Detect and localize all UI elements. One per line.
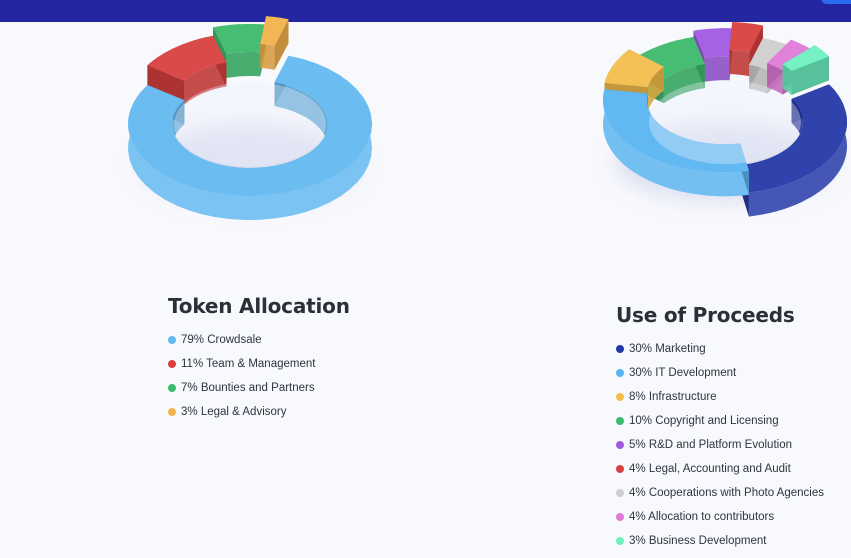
legend-dot: [616, 513, 624, 521]
segment-top-face: [782, 45, 829, 71]
legend-dot: [168, 360, 176, 368]
segment-end-face: [274, 19, 289, 70]
token-allocation-legend: 79% Crowdsale 11% Team & Management 7% B…: [168, 333, 315, 429]
legend-label: 4% Cooperations with Photo Agencies: [629, 487, 824, 499]
segment-top-face: [260, 16, 289, 46]
token-allocation-title: Token Allocation: [168, 294, 350, 318]
donut-segment: [260, 16, 289, 70]
segment-top-face: [767, 39, 815, 71]
segment-end-face: [791, 56, 829, 95]
donut-segment: [147, 35, 227, 105]
legend-dot: [616, 417, 624, 425]
legend-label: 79% Crowdsale: [181, 334, 262, 346]
legend-label: 30% Marketing: [629, 343, 706, 355]
segment-top-face: [604, 49, 664, 88]
header-corner-button[interactable]: [821, 0, 851, 4]
legend-item-rd-platform-evolution: 5% R&D and Platform Evolution: [616, 438, 824, 462]
donut-segment: [782, 45, 829, 95]
legend-label: 3% Legal & Advisory: [181, 406, 287, 418]
legend-label: 4% Allocation to contributors: [629, 511, 775, 523]
use-of-proceeds-legend: 30% Marketing 30% IT Development 8% Infr…: [616, 342, 824, 558]
legend-dot: [616, 393, 624, 401]
legend-item-photo-agencies: 4% Cooperations with Photo Agencies: [616, 486, 824, 510]
segment-end-face: [147, 65, 185, 105]
segment-top-face: [603, 89, 749, 173]
legend-label: 10% Copyright and Licensing: [629, 415, 779, 427]
legend-item-legal-advisory: 3% Legal & Advisory: [168, 405, 315, 429]
legend-item-infrastructure: 8% Infrastructure: [616, 390, 824, 414]
legend-dot: [168, 336, 176, 344]
legend-label: 8% Infrastructure: [629, 391, 717, 403]
legend-label: 5% R&D and Platform Evolution: [629, 439, 792, 451]
use-of-proceeds-donut-chart: [603, 22, 847, 217]
donut-hole: [174, 82, 326, 166]
legend-label: 11% Team & Management: [181, 358, 316, 370]
segment-outer-wall: [748, 84, 847, 217]
use-of-proceeds-title: Use of Proceeds: [616, 303, 795, 327]
token-allocation-donut-chart: [128, 16, 372, 221]
legend-dot: [168, 408, 176, 416]
legend-label: 4% Legal, Accounting and Audit: [629, 463, 791, 475]
legend-item-crowdsale: 79% Crowdsale: [168, 333, 315, 357]
segment-inner-wall: [226, 52, 261, 79]
legend-item-copyright-licensing: 10% Copyright and Licensing: [616, 414, 824, 438]
donut-segment: [603, 89, 749, 197]
legend-item-legal-accounting-audit: 4% Legal, Accounting and Audit: [616, 462, 824, 486]
legend-item-team-management: 11% Team & Management: [168, 357, 315, 381]
legend-item-allocation-contributors: 4% Allocation to contributors: [616, 510, 824, 534]
legend-dot: [616, 441, 624, 449]
segment-top-face: [749, 38, 791, 70]
segment-inner-wall: [184, 62, 227, 105]
top-navigation-bar: [0, 0, 851, 22]
segment-top-face: [740, 84, 847, 193]
legend-item-bounties-partners: 7% Bounties and Partners: [168, 381, 315, 405]
legend-dot: [168, 384, 176, 392]
legend-label: 3% Business Development: [629, 535, 767, 547]
legend-dot: [616, 345, 624, 353]
legend-item-marketing: 30% Marketing: [616, 342, 824, 366]
legend-dot: [616, 537, 624, 545]
legend-label: 30% IT Development: [629, 367, 737, 379]
legend-dot: [616, 369, 624, 377]
segment-inner-wall: [704, 56, 730, 82]
segment-inner-wall: [663, 64, 705, 104]
segment-outer-wall: [603, 89, 749, 197]
segment-top-face: [729, 22, 763, 53]
segment-top-face: [128, 55, 372, 197]
segment-inner-wall: [729, 50, 750, 77]
donut-hole: [649, 80, 801, 164]
donut-segment: [128, 55, 372, 221]
segment-top-face: [213, 24, 267, 55]
legend-item-business-development: 3% Business Development: [616, 534, 824, 558]
segment-top-face: [147, 35, 227, 81]
legend-item-it-development: 30% IT Development: [616, 366, 824, 390]
legend-dot: [616, 489, 624, 497]
legend-label: 7% Bounties and Partners: [181, 382, 315, 394]
legend-dot: [616, 465, 624, 473]
segment-top-face: [693, 28, 733, 58]
